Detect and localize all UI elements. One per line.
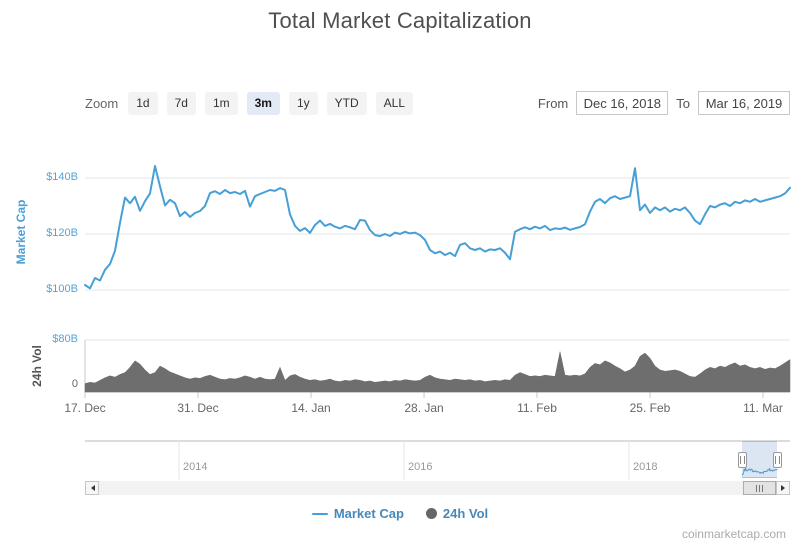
legend-item-24h-vol[interactable]: 24h Vol [425,506,489,521]
line-swatch-icon [311,512,328,515]
main-chart-plot-area[interactable] [85,150,790,305]
scrollbar-track[interactable] [85,481,790,495]
zoom-button-1y[interactable]: 1y [288,92,318,115]
navigator-gridlines [178,441,630,480]
zoom-button-1m[interactable]: 1m [204,92,238,115]
from-date-input[interactable] [576,91,669,115]
navigator-left-handle-icon[interactable] [737,452,747,468]
navigator-selected-range[interactable] [742,441,778,478]
market-cap-line-series [84,165,791,290]
legend-item-market-cap[interactable]: Market Cap [311,506,404,521]
zoom-button-7d[interactable]: 7d [166,92,196,115]
scroll-left-icon [88,485,95,491]
legend-label: 24h Vol [442,506,489,521]
zoom-button-ytd[interactable]: YTD [326,92,367,115]
scrollbar-left-button[interactable] [85,481,99,495]
main-chart-gridlines [85,177,790,291]
volume-chart-plot-area[interactable] [85,340,790,392]
date-range-group: From To [530,90,790,116]
legend-label: Market Cap [333,506,404,521]
zoom-button-3m[interactable]: 3m [246,92,280,115]
chart-legend: Market Cap 24h Vol [0,506,800,521]
from-label: From [537,95,569,111]
navigator-mini-series [741,467,778,476]
scrollbar-thumb[interactable] [743,481,777,495]
zoom-button-group: Zoom 1d 7d 1m 3m 1y YTD ALL [85,92,422,115]
circle-swatch-icon [425,508,437,519]
zoom-label: Zoom [85,96,119,111]
watermark: coinmarketcap.com [681,527,786,541]
zoom-button-1d[interactable]: 1d [128,92,158,115]
zoom-button-all[interactable]: ALL [375,92,414,115]
page-title: Total Market Capitalization [268,8,532,33]
to-label: To [676,95,690,111]
navigator-track[interactable] [85,441,790,478]
x-axis-ticks [84,392,764,398]
navigator-right-handle-icon[interactable] [772,452,782,468]
to-date-input[interactable] [698,91,790,115]
scroll-right-icon [780,485,788,491]
scrollbar-right-button[interactable] [776,481,790,495]
volume-area-series [84,351,791,393]
